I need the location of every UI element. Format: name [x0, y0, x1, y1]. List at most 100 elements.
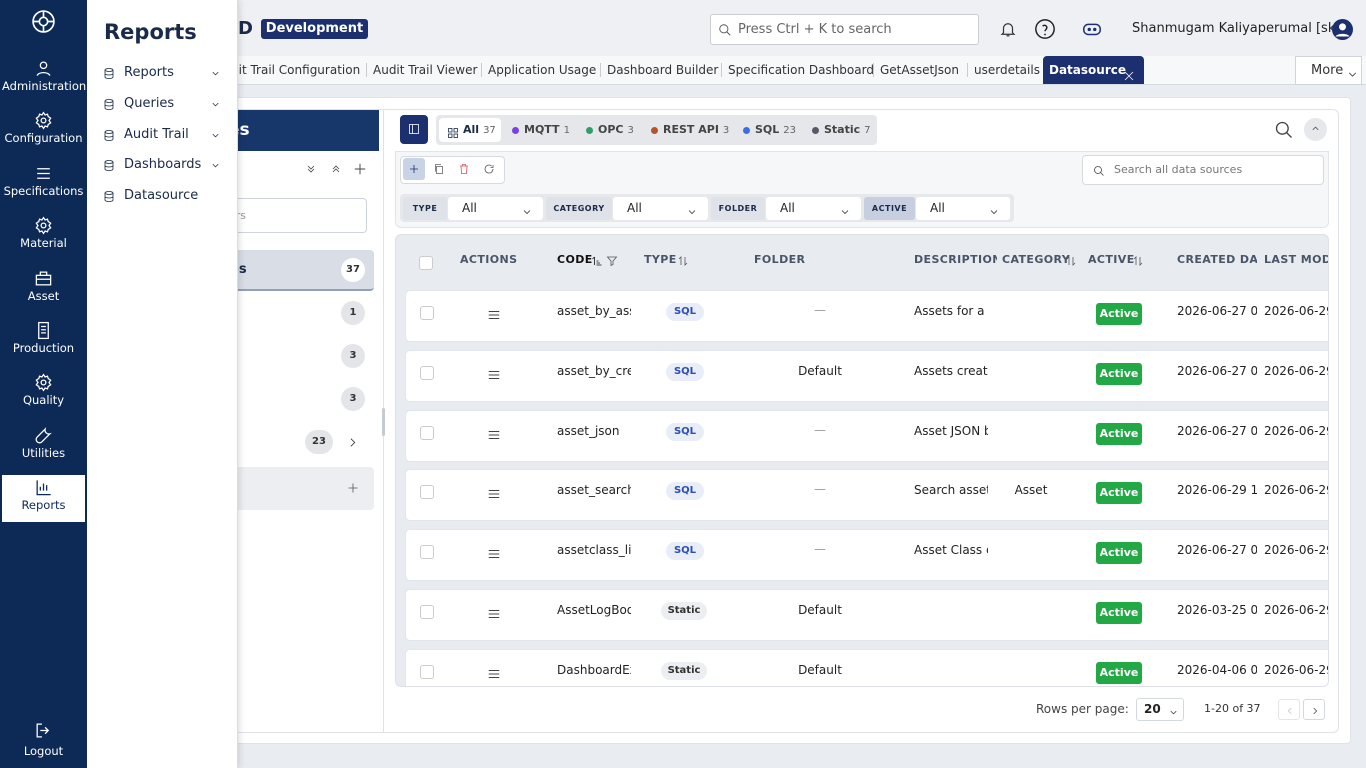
folder-count: 3: [341, 344, 365, 368]
filter-select[interactable]: All: [613, 197, 708, 220]
column-header[interactable]: FOLDER: [754, 253, 806, 266]
search-placeholder: Press Ctrl + K to search: [738, 22, 892, 37]
sort-type: [677, 255, 689, 267]
sidebar-item[interactable]: Asset: [2, 266, 85, 313]
row-checkbox[interactable]: [420, 426, 434, 440]
column-header[interactable]: CATEGORY: [1002, 253, 1071, 266]
delete-button[interactable]: [453, 158, 475, 180]
folder-expand-svg: [350, 438, 356, 447]
row-checkbox[interactable]: [420, 545, 434, 559]
splitter[interactable]: [382, 408, 385, 436]
tab[interactable]: Dashboard Builder: [600, 63, 724, 77]
type-chip[interactable]: REST API 3: [649, 118, 735, 142]
tab[interactable]: Application Usage: [481, 63, 602, 77]
type-chip[interactable]: All 37: [439, 118, 501, 142]
toggle-panel[interactable]: [400, 115, 428, 144]
logout-label: Logout: [23, 744, 64, 758]
prev-page[interactable]: [1278, 699, 1300, 720]
page-size[interactable]: 20: [1136, 698, 1184, 721]
search-icon-svg: [719, 24, 731, 36]
sidebar-item[interactable]: Specifications: [2, 161, 85, 208]
flyout-item[interactable]: Audit Trail: [101, 125, 231, 146]
column-header[interactable]: LAST MODIF: [1264, 253, 1328, 266]
select-chevron-svg: [523, 210, 531, 215]
type-chip[interactable]: SQL 23: [741, 118, 802, 142]
collapse-toolbar[interactable]: [1304, 118, 1327, 141]
type-badge: Static: [661, 662, 707, 680]
sidebar-item-active[interactable]: Reports: [2, 475, 85, 523]
flyout-item[interactable]: Queries: [101, 94, 231, 115]
column-header[interactable]: CODE: [557, 253, 593, 266]
column-header[interactable]: TYPE: [644, 253, 677, 266]
copy-button[interactable]: [428, 158, 450, 180]
tab[interactable]: Specification Dashboard: [721, 63, 880, 77]
logout[interactable]: Logout: [2, 720, 85, 762]
tab[interactable]: userdetails: [967, 63, 1046, 77]
avatar-svg: [1332, 19, 1353, 40]
table-row[interactable]: asset_by_cre SQL Default Assets create Activ…: [405, 350, 1328, 402]
grid-icon-svg: [448, 128, 458, 138]
table-row[interactable]: assetclass_li SQL — Asset Class c Active 2026…: [405, 529, 1328, 581]
search-all[interactable]: Search all data sources: [1082, 155, 1324, 185]
tab[interactable]: Audit Trail Viewer: [366, 63, 483, 77]
row-menu: [487, 487, 501, 501]
column-header[interactable]: DESCRIPTION: [914, 253, 997, 266]
row-checkbox[interactable]: [420, 366, 434, 380]
row-checkbox[interactable]: [420, 605, 434, 619]
sidebar-icon-svg: [35, 373, 52, 392]
select-chevron-svg: [990, 210, 998, 215]
sidebar-icon: [34, 216, 53, 235]
header-checkbox[interactable]: [419, 256, 433, 270]
select-chevron-svg: [688, 210, 696, 215]
created-cell: 2026-03-25 0: [1177, 603, 1257, 617]
type-chip[interactable]: Static 7: [810, 118, 877, 142]
active-badge: Active: [1096, 482, 1142, 504]
flyout-item[interactable]: Reports: [101, 63, 231, 84]
column-header[interactable]: CREATED DAT: [1177, 253, 1257, 266]
row-menu-svg: [488, 371, 500, 379]
chip-label: Static: [824, 123, 861, 136]
row-checkbox[interactable]: [420, 485, 434, 499]
more-button[interactable]: More: [1295, 56, 1362, 85]
column-header[interactable]: ACTIONS: [460, 253, 518, 266]
created-cell: 2026-04-06 0: [1177, 663, 1257, 677]
table-row[interactable]: asset_by_ass SQL — Assets for a g Active 2026…: [405, 290, 1328, 342]
sidebar-item[interactable]: Configuration: [2, 108, 85, 155]
table-row[interactable]: AssetLogBoo Static Default Active 2026-03-25…: [405, 589, 1328, 641]
flyout-item[interactable]: Datasource: [101, 186, 231, 207]
column-header[interactable]: ACTIVE: [1088, 253, 1135, 266]
flyout-item[interactable]: Dashboards: [101, 155, 231, 176]
sort-category: [1065, 255, 1077, 267]
table-row[interactable]: DashboardEx Static Default Active 2026-04-06…: [405, 649, 1328, 686]
filter-select[interactable]: All: [916, 197, 1010, 220]
filter-select[interactable]: All: [448, 197, 543, 220]
row-checkbox[interactable]: [420, 306, 434, 320]
row-menu-svg: [488, 311, 500, 319]
tab-active[interactable]: Datasource: [1043, 56, 1144, 84]
next-page[interactable]: [1303, 699, 1325, 720]
sidebar-item[interactable]: Production: [2, 318, 85, 365]
code-cell: assetclass_li: [557, 543, 631, 557]
sidebar-item[interactable]: Material: [2, 213, 85, 260]
sidebar-item[interactable]: Quality: [2, 370, 85, 417]
assistant: [1080, 18, 1104, 40]
sidebar-label: Administration: [2, 79, 87, 93]
tab[interactable]: GetAssetJson: [873, 63, 965, 77]
global-search[interactable]: Press Ctrl + K to search: [710, 14, 979, 45]
filter-select[interactable]: All: [766, 197, 861, 220]
add-button[interactable]: [403, 158, 425, 180]
filter-label: CATEGORY: [546, 197, 612, 220]
tab[interactable]: dit Trail Configuration: [231, 63, 361, 77]
flyout-chevron: [210, 99, 221, 110]
type-chip[interactable]: OPC 3: [584, 118, 640, 142]
sidebar-item[interactable]: Utilities: [2, 423, 85, 470]
user-name[interactable]: Shanmugam Kaliyaperumal [sk]: [1132, 21, 1341, 36]
select-chevron: [839, 203, 851, 215]
row-checkbox[interactable]: [420, 665, 434, 679]
table-row[interactable]: asset_search SQL — Search asset Asset Active 2…: [405, 469, 1328, 521]
page-range: 1-20 of 37: [1204, 702, 1261, 715]
refresh-button[interactable]: [478, 158, 500, 180]
sidebar-item[interactable]: Administration: [2, 56, 87, 103]
type-chip[interactable]: MQTT 1: [510, 118, 576, 142]
table-row[interactable]: asset_json SQL — Asset JSON b Active 2026-06-…: [405, 410, 1328, 462]
